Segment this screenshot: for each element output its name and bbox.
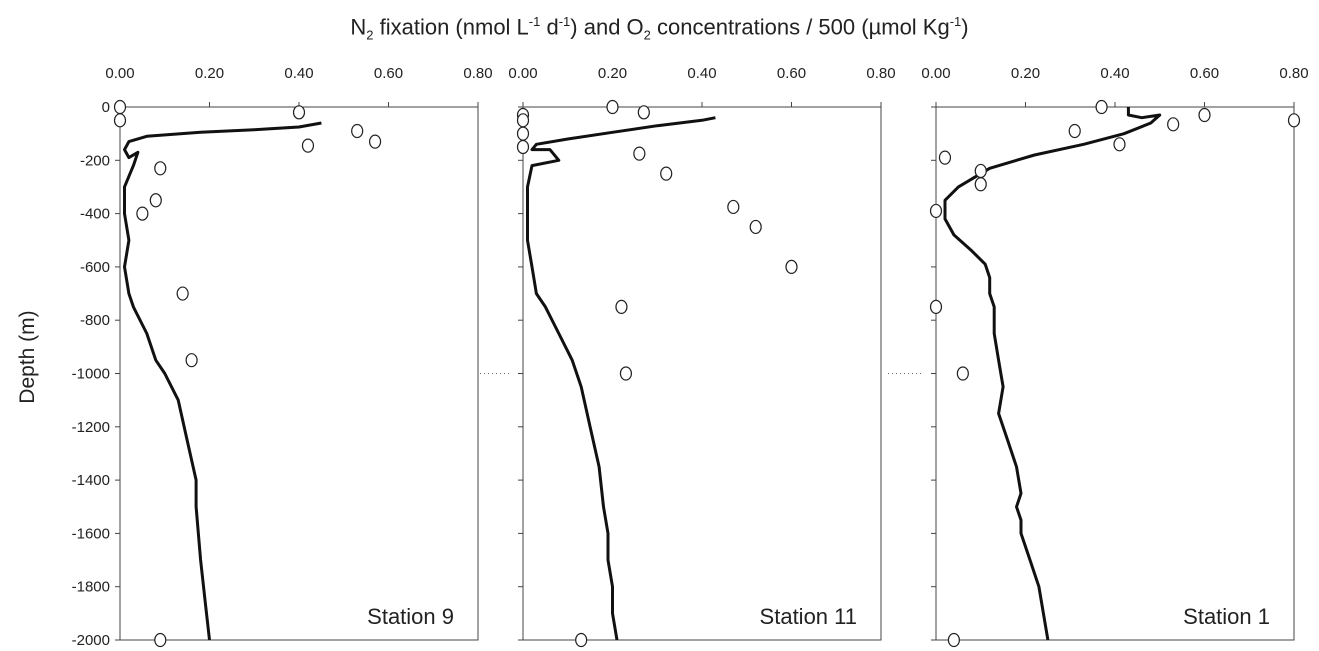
x-tick-label: 0.40 [1100, 65, 1129, 82]
title-part: fixation (nmol L [373, 14, 529, 40]
x-tick-label: 0.00 [508, 65, 537, 82]
n2-fixation-point [615, 299, 628, 314]
n2-fixation-point [1068, 123, 1081, 139]
n2-fixation-point [176, 286, 189, 301]
y-tick-label: -2000 [72, 632, 110, 649]
n2-fixation-point [606, 99, 619, 115]
n2-fixation-point [660, 166, 673, 181]
n2-fixation-point [1095, 99, 1108, 115]
y-tick-label: -200 [80, 152, 110, 169]
station-label: Station 1 [1183, 604, 1270, 629]
title-part: concentrations / 500 (µmol Kg [650, 14, 950, 40]
n2-fixation-point [351, 123, 364, 139]
station-label: Station 9 [367, 604, 454, 629]
y-tick-label: -1000 [72, 366, 110, 383]
n2-fixation-point [154, 161, 167, 176]
x-tick-label: 0.80 [866, 65, 895, 82]
title-superscript: -1 [949, 14, 962, 29]
y-tick-label: 0 [102, 99, 110, 116]
station-label: Station 11 [760, 604, 857, 629]
o2-profile-line [943, 107, 1162, 641]
n2-fixation-point [956, 366, 969, 381]
y-tick-label: -800 [80, 312, 110, 329]
n2-fixation-point [637, 105, 650, 120]
n2-fixation-point [929, 203, 943, 219]
x-tick-label: 0.60 [777, 65, 806, 82]
n2-fixation-point [292, 105, 306, 120]
n2-fixation-point [113, 99, 127, 115]
title-part: ) [961, 14, 969, 40]
title-part: N [350, 14, 367, 40]
x-tick-label: 0.00 [921, 65, 950, 82]
n2-fixation-point [149, 193, 162, 208]
n2-fixation-point [974, 177, 987, 192]
n2-fixation-point [368, 134, 382, 149]
n2-fixation-point [749, 219, 762, 235]
n2-fixation-point [1167, 117, 1180, 132]
n2-fixation-point [619, 366, 633, 381]
n2-fixation-point [516, 113, 530, 128]
title-part: d [540, 14, 559, 40]
x-tick-label: 0.40 [687, 65, 716, 82]
n2-fixation-point [633, 146, 646, 161]
plot-frame [935, 106, 1295, 641]
x-tick-label: 0.20 [598, 65, 627, 82]
o2-profile-line [123, 121, 322, 641]
n2-fixation-point [301, 138, 315, 153]
n2-fixation-point [516, 126, 530, 141]
title-subscript: 2 [366, 27, 374, 43]
n2-fixation-point [136, 206, 149, 221]
plot-frame [119, 106, 479, 641]
n2-fixation-point [1287, 113, 1301, 128]
x-tick-label: 0.20 [195, 65, 224, 82]
title-superscript: -1 [558, 14, 571, 29]
n2-fixation-point [185, 353, 198, 368]
x-tick-label: 0.20 [1011, 65, 1040, 82]
n2-fixation-point [154, 632, 167, 648]
y-tick-label: -1400 [72, 472, 110, 489]
n2-fixation-point [1113, 137, 1126, 152]
n2-fixation-point [1198, 107, 1211, 123]
y-tick-label: -1600 [72, 525, 110, 542]
x-tick-label: 0.60 [374, 65, 403, 82]
n2-fixation-point [974, 163, 987, 179]
o2-profile-line [526, 116, 716, 641]
chart-title: N2 fixation (nmol L-1 d-1) and O2 concen… [0, 14, 1319, 43]
n2-fixation-point [727, 199, 740, 215]
y-tick-label: -1800 [72, 579, 110, 596]
n2-fixation-point [947, 632, 961, 648]
x-tick-label: 0.80 [1279, 65, 1308, 82]
y-tick-label: -1200 [72, 419, 110, 436]
n2-fixation-point [785, 259, 798, 274]
n2-fixation-point [113, 113, 127, 128]
x-tick-label: 0.40 [284, 65, 313, 82]
n2-fixation-point [929, 299, 943, 314]
x-tick-label: 0.00 [105, 65, 134, 82]
x-tick-label: 0.80 [463, 65, 492, 82]
title-subscript: 2 [643, 27, 651, 43]
y-tick-label: -400 [80, 206, 110, 223]
n2-fixation-point [516, 139, 530, 155]
title-superscript: -1 [528, 14, 541, 29]
x-tick-label: 0.60 [1190, 65, 1219, 82]
n2-fixation-point [938, 150, 952, 165]
y-tick-label: -600 [80, 259, 110, 276]
n2-fixation-point [575, 632, 588, 648]
title-part: ) and O [570, 14, 644, 40]
